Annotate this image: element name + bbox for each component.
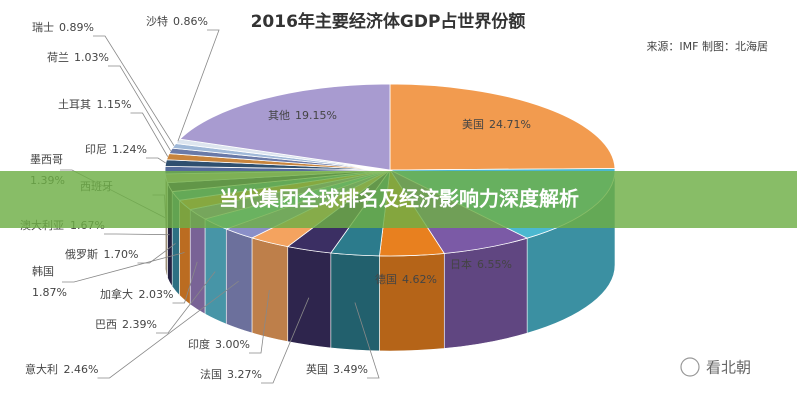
slice-label: 荷兰 bbox=[47, 51, 69, 64]
banner-text: 当代集团全球排名及经济影响力深度解析 bbox=[219, 187, 579, 211]
value-label: 3.00% bbox=[215, 338, 250, 351]
slice-label: 印度 bbox=[188, 337, 210, 351]
value-label: 2.46% bbox=[64, 363, 99, 376]
slice bbox=[179, 83, 391, 171]
value-label: 1.87% bbox=[32, 286, 67, 299]
slice-label: 意大利 bbox=[25, 362, 58, 376]
value-label: 2.39% bbox=[122, 318, 157, 331]
slice-label: 印尼 bbox=[85, 143, 107, 156]
slice-label: 瑞士 bbox=[32, 20, 54, 34]
value-label: 1.03% bbox=[74, 51, 109, 64]
leader-line bbox=[130, 112, 169, 157]
slice-side bbox=[251, 237, 289, 342]
value-label: 4.62% bbox=[402, 273, 437, 286]
slice-label: 其他 bbox=[268, 109, 290, 122]
watermark-icon bbox=[680, 357, 700, 377]
slice-side bbox=[225, 228, 253, 334]
slice-side bbox=[379, 253, 445, 352]
slice-label: 日本 bbox=[450, 257, 472, 271]
leader-line bbox=[146, 157, 166, 164]
leader-line bbox=[62, 252, 185, 283]
slice-label: 德国 bbox=[375, 272, 397, 286]
leader-line bbox=[249, 290, 270, 354]
leader-line bbox=[104, 233, 170, 236]
value-label: 1.70% bbox=[104, 248, 139, 261]
value-label: 3.49% bbox=[333, 363, 368, 376]
leader-line bbox=[261, 297, 310, 384]
slice-label: 法国 bbox=[200, 367, 222, 381]
value-label: 19.15% bbox=[295, 109, 337, 122]
slice-side bbox=[330, 252, 380, 352]
value-label: 0.86% bbox=[173, 15, 208, 28]
value-label: 3.27% bbox=[227, 368, 262, 381]
leader-line bbox=[177, 29, 220, 142]
banner-band bbox=[0, 171, 797, 228]
watermark: 看北朝 bbox=[706, 359, 751, 377]
leader-line bbox=[97, 280, 239, 379]
slice-label: 土耳其 bbox=[58, 98, 91, 111]
value-label: 6.55% bbox=[477, 258, 512, 271]
slice-label: 巴西 bbox=[95, 318, 117, 331]
leader-line bbox=[172, 261, 198, 304]
value-label: 1.24% bbox=[112, 143, 147, 156]
value-label: 1.15% bbox=[97, 98, 132, 111]
chart-title: 2016年主要经济体GDP占世界份额 bbox=[251, 11, 526, 32]
leader-line bbox=[354, 302, 380, 379]
slice-label: 英国 bbox=[306, 362, 328, 376]
slice-label: 韩国 bbox=[32, 264, 54, 278]
leader-line bbox=[156, 271, 216, 334]
value-label: 24.71% bbox=[489, 118, 531, 131]
slice-label: 墨西哥 bbox=[30, 153, 63, 166]
slice-label: 俄罗斯 bbox=[65, 248, 98, 261]
slice-side bbox=[204, 218, 227, 325]
value-label: 2.03% bbox=[139, 288, 174, 301]
slice-label: 美国 bbox=[462, 118, 484, 131]
source-note: 来源：IMF 制图：北海居 bbox=[646, 39, 768, 53]
leader-line bbox=[108, 65, 171, 152]
slice-side bbox=[443, 237, 528, 349]
slice bbox=[389, 83, 616, 171]
value-label: 0.89% bbox=[59, 21, 94, 34]
leader-line bbox=[137, 243, 176, 264]
slice-label: 沙特 bbox=[146, 14, 168, 28]
leader-line bbox=[93, 35, 175, 147]
slice-label: 加拿大 bbox=[100, 287, 133, 301]
